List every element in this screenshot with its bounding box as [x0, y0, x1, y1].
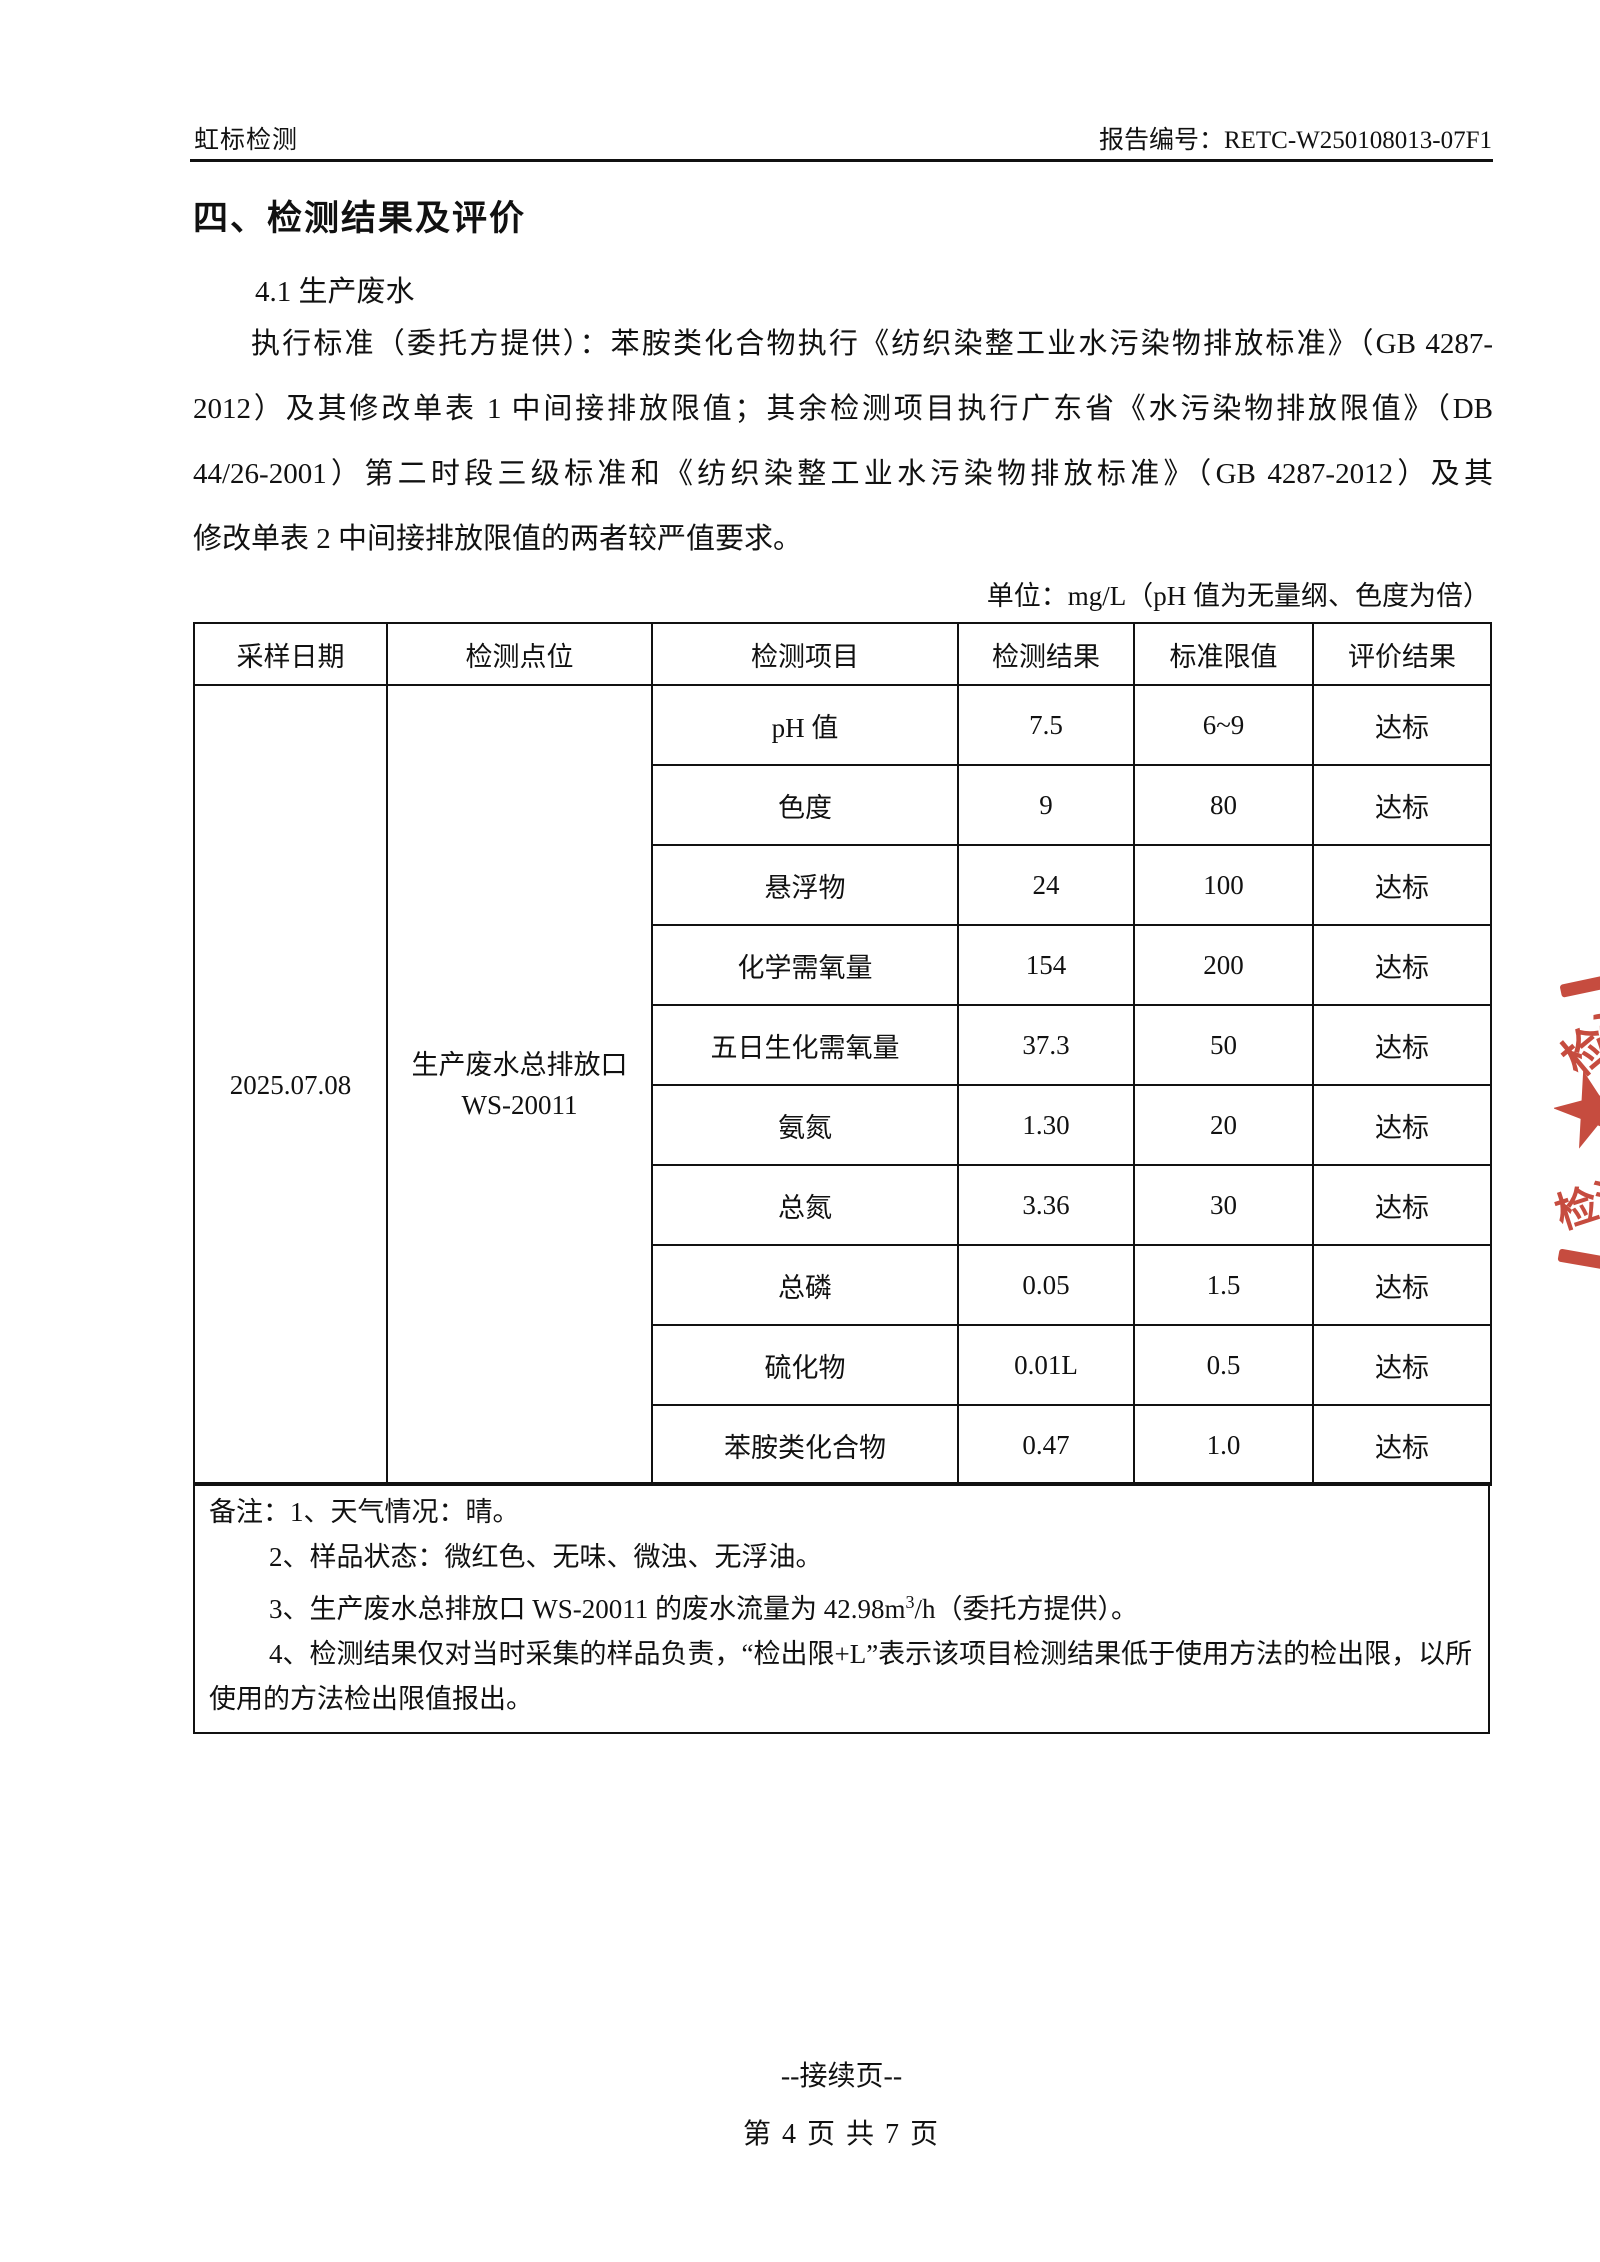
evaluation-cell: 达标	[1312, 1324, 1492, 1406]
limit-cell: 1.0	[1133, 1404, 1314, 1486]
table-row: 悬浮物 24 100 达标	[194, 844, 1492, 926]
company-name: 虹标检测	[194, 127, 299, 154]
paragraph-line: 执行标准（委托方提供）：苯胺类化合物执行《纺织染整工业水污染物排放标准》（GB …	[251, 328, 1493, 360]
limit-cell: 100	[1133, 844, 1314, 926]
continuation-note: --接续页--	[780, 2061, 903, 2092]
notes-box: 备注：1、天气情况：晴。 2、样品状态：微红色、无味、微浊、无浮油。 3、生产废…	[193, 1482, 1490, 1734]
col-header-item: 检测项目	[651, 622, 959, 686]
sample-point-code: WS-20011	[461, 1090, 578, 1120]
evaluation-cell: 达标	[1312, 1244, 1492, 1326]
limit-cell: 0.5	[1133, 1324, 1314, 1406]
limit-cell: 200	[1133, 924, 1314, 1006]
stamp-arc-bottom	[1557, 1248, 1600, 1275]
note3-superscript: 3	[905, 1592, 915, 1612]
table-row: 总氮 3.36 30 达标	[194, 1164, 1492, 1246]
paragraph-line: 44/26-2001）第二时段三级标准和《纺织染整工业水污染物排放标准》（GB …	[193, 458, 1493, 490]
limit-cell: 30	[1133, 1164, 1314, 1246]
results-table: 采样日期 检测点位 检测项目 检测结果 标准限值 评价结果 2025.07.08…	[193, 622, 1492, 1486]
item-cell: 化学需氧量	[651, 924, 959, 1006]
evaluation-cell: 达标	[1312, 924, 1492, 1006]
evaluation-cell: 达标	[1312, 1084, 1492, 1166]
table-row: 苯胺类化合物 0.47 1.0 达标	[194, 1404, 1492, 1486]
standards-paragraph: 执行标准（委托方提供）：苯胺类化合物执行《纺织染整工业水污染物排放标准》（GB …	[193, 312, 1493, 572]
unit-note: 单位：mg/L（pH 值为无量纲、色度为倍）	[986, 581, 1490, 611]
table-row: 五日生化需氧量 37.3 50 达标	[194, 1004, 1492, 1086]
sample-point-name: 生产废水总排放口	[411, 1050, 628, 1080]
item-cell: 五日生化需氧量	[651, 1004, 959, 1086]
col-header-evaluation: 评价结果	[1312, 622, 1492, 686]
item-cell: 氨氮	[651, 1084, 959, 1166]
result-cell: 0.01L	[957, 1324, 1135, 1406]
limit-cell: 1.5	[1133, 1244, 1314, 1326]
evaluation-cell: 达标	[1312, 684, 1492, 766]
item-cell: pH 值	[651, 684, 959, 766]
red-seal-stamp: 检测 ★ 检测	[1554, 975, 1600, 1281]
section-title: 四、检测结果及评价	[193, 199, 527, 238]
table-row: 氨氮 1.30 20 达标	[194, 1084, 1492, 1166]
result-cell: 37.3	[957, 1004, 1135, 1086]
evaluation-cell: 达标	[1312, 1404, 1492, 1486]
note3-suffix: /h（委托方提供）。	[914, 1594, 1139, 1624]
paragraph-line: 修改单表 2 中间接排放限值的两者较严值要求。	[193, 523, 803, 555]
result-cell: 0.05	[957, 1244, 1135, 1326]
evaluation-cell: 达标	[1312, 764, 1492, 846]
limit-cell: 6~9	[1133, 684, 1314, 766]
subsection-title: 4.1 生产废水	[255, 276, 415, 308]
limit-cell: 80	[1133, 764, 1314, 846]
header-rule	[190, 159, 1493, 162]
table-row: 2025.07.08 生产废水总排放口 WS-20011 pH 值 7.5 6~…	[193, 684, 1492, 1486]
table-row: 色度 9 80 达标	[194, 764, 1492, 846]
page-number: 第 4 页 共 7 页	[742, 2119, 940, 2150]
col-header-limit: 标准限值	[1133, 622, 1314, 686]
result-cell: 7.5	[957, 684, 1135, 766]
col-header-sample-date: 采样日期	[193, 622, 388, 686]
result-cell: 0.47	[957, 1404, 1135, 1486]
note3-prefix: 3、生产废水总排放口 WS-20011 的废水流量为 42.98m	[269, 1594, 906, 1624]
result-cell: 154	[957, 924, 1135, 1006]
table-header-row: 采样日期 检测点位 检测项目 检测结果 标准限值 评价结果	[193, 622, 1492, 686]
paragraph-line: 2012）及其修改单表 1 中间接排放限值；其余检测项目执行广东省《水污染物排放…	[193, 393, 1493, 425]
result-cell: 1.30	[957, 1084, 1135, 1166]
table-row: 化学需氧量 154 200 达标	[194, 924, 1492, 1006]
result-cell: 3.36	[957, 1164, 1135, 1246]
item-cell: 总氮	[651, 1164, 959, 1246]
limit-cell: 20	[1133, 1084, 1314, 1166]
sample-point-cell: 生产废水总排放口 WS-20011	[386, 684, 653, 1486]
note-line-1: 备注：1、天气情况：晴。	[209, 1497, 520, 1527]
item-cell: 悬浮物	[651, 844, 959, 926]
result-cell: 24	[957, 844, 1135, 926]
star-icon: ★	[1554, 1043, 1600, 1176]
table-row: 硫化物 0.01L 0.5 达标	[194, 1324, 1492, 1406]
note-line-2: 2、样品状态：微红色、无味、微浊、无浮油。	[269, 1542, 823, 1572]
item-cell: 硫化物	[651, 1324, 959, 1406]
evaluation-cell: 达标	[1312, 844, 1492, 926]
note-line-3: 3、生产废水总排放口 WS-20011 的废水流量为 42.98m3/h（委托方…	[209, 1580, 1474, 1632]
evaluation-cell: 达标	[1312, 1164, 1492, 1246]
evaluation-cell: 达标	[1312, 1004, 1492, 1086]
item-cell: 苯胺类化合物	[651, 1404, 959, 1486]
note-line-4: 4、检测结果仅对当时采集的样品负责，“检出限+L”表示该项目检测结果低于使用方法…	[209, 1639, 1473, 1714]
sample-date-cell: 2025.07.08	[193, 684, 388, 1486]
item-cell: 总磷	[651, 1244, 959, 1326]
col-header-sample-point: 检测点位	[386, 622, 653, 686]
result-cell: 9	[957, 764, 1135, 846]
col-header-result: 检测结果	[957, 622, 1135, 686]
table-row: 总磷 0.05 1.5 达标	[194, 1244, 1492, 1326]
stamp-arc-top	[1559, 975, 1600, 998]
report-number: 报告编号：RETC-W250108013-07F1	[1098, 127, 1492, 154]
item-cell: 色度	[651, 764, 959, 846]
limit-cell: 50	[1133, 1004, 1314, 1086]
